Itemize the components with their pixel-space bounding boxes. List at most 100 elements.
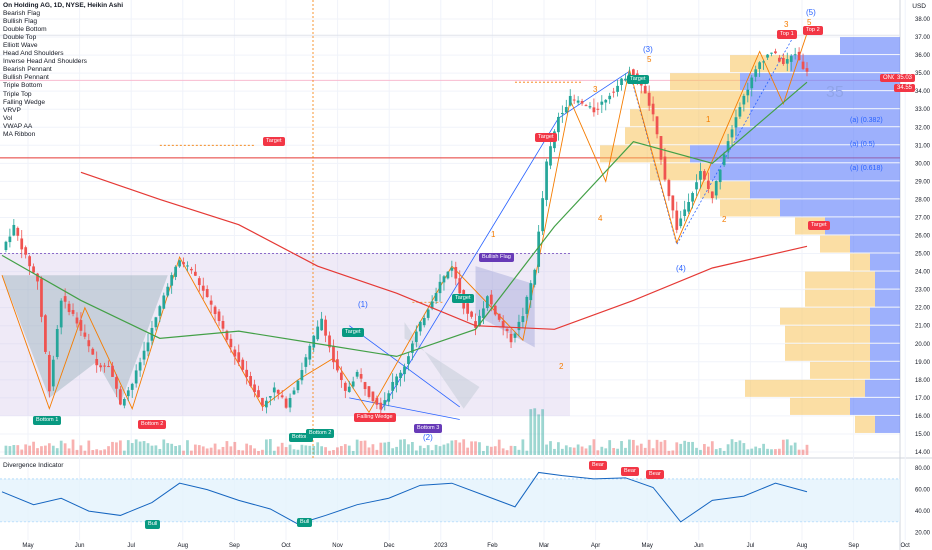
- volume-bar: [651, 448, 655, 455]
- currency-label[interactable]: USD: [912, 3, 926, 10]
- price-axis[interactable]: 14.00 15.00 16.00 17.00 18.00 19.00 20.00 21.00…: [915, 17, 931, 456]
- indicator-item[interactable]: Triple Bottom: [3, 82, 42, 90]
- vp-bar-sell: [825, 217, 900, 235]
- volume-bar: [635, 445, 639, 455]
- time-tick: Jun: [75, 543, 85, 549]
- candle-body: [600, 101, 604, 105]
- candle-body: [209, 300, 213, 305]
- volume-bar: [592, 439, 596, 455]
- indicator-item[interactable]: VWAP AA: [3, 122, 33, 130]
- volume-bar: [55, 448, 59, 455]
- volume-bar: [785, 439, 789, 455]
- vp-bar-sell: [735, 127, 900, 145]
- indicator-item[interactable]: Double Bottom: [3, 26, 47, 34]
- volume-bar: [209, 447, 213, 455]
- volume-bar: [237, 449, 241, 455]
- volume-bar: [387, 441, 391, 455]
- volume-bar: [624, 447, 627, 455]
- candle-body: [111, 365, 114, 377]
- candle-body: [375, 397, 379, 405]
- candle-body: [253, 384, 256, 393]
- target-tag-6: Target: [808, 221, 830, 230]
- candle-body: [793, 54, 797, 56]
- candle-body: [8, 236, 12, 243]
- volume-bar: [107, 446, 110, 455]
- candle-body: [12, 224, 16, 236]
- vp-bar-sell: [875, 415, 900, 433]
- last-price-badge: 35.03: [893, 74, 915, 82]
- divergence-line: [1, 471, 808, 525]
- candle-body: [438, 281, 442, 294]
- indicator-item[interactable]: Falling Wedge: [3, 98, 46, 106]
- indicator-item[interactable]: Bearish Flag: [3, 10, 41, 18]
- candle-body: [785, 59, 789, 64]
- volume-bar: [774, 449, 777, 455]
- volume-bar: [375, 449, 379, 455]
- time-tick: Sep: [848, 543, 859, 549]
- candle-body: [142, 350, 146, 360]
- candle-body: [371, 391, 375, 402]
- volume-bar: [505, 450, 509, 455]
- candle-body: [233, 349, 237, 357]
- volume-bar: [170, 443, 174, 455]
- vp-bar-buy: [625, 127, 735, 145]
- triangle-zone: [2, 275, 168, 404]
- chart-title[interactable]: On Holding AG, 1D, NYSE, Heikin Ashi: [3, 2, 124, 9]
- indicator-item[interactable]: Inverse Head And Shoulders: [3, 58, 87, 66]
- candles: [4, 47, 809, 416]
- candle-body: [706, 180, 710, 189]
- volume-bar: [12, 445, 16, 455]
- indicator-item[interactable]: Vol: [3, 114, 13, 122]
- indicator-legend: On Holding AG, 1D, NYSE, Heikin Ashi Bea…: [3, 2, 123, 139]
- vp-bar-sell: [850, 235, 900, 253]
- candle-body: [584, 105, 588, 107]
- indicator-item[interactable]: Triple Top: [3, 90, 32, 98]
- vp-bar-sell: [780, 199, 900, 217]
- volume-bar: [186, 440, 189, 455]
- candle-body: [446, 271, 450, 279]
- indicator-item[interactable]: Head And Shoulders: [3, 50, 64, 58]
- time-axis[interactable]: May Jun Jul Aug Sep Oct Nov Dec 2023 Feb Mar Apr May…: [22, 543, 910, 549]
- volume-bar: [347, 445, 351, 455]
- indicator-item[interactable]: Bullish Pennant: [3, 74, 49, 82]
- candle-body: [458, 278, 462, 294]
- candle-body: [781, 57, 785, 64]
- volume-bar: [742, 443, 746, 455]
- indicator-item[interactable]: Double Top: [3, 34, 37, 42]
- volume-bar: [411, 441, 414, 455]
- candle-body: [99, 365, 103, 368]
- indicator-item[interactable]: VRVP: [3, 106, 21, 114]
- volume-bar: [706, 446, 710, 455]
- candle-body: [201, 285, 205, 291]
- candle-body: [576, 100, 580, 103]
- candle-body: [387, 393, 391, 402]
- time-tick: Aug: [177, 543, 188, 549]
- candle-body: [339, 372, 343, 381]
- time-tick: Nov: [332, 543, 343, 549]
- candle-body: [805, 68, 809, 72]
- volume-bar: [122, 450, 126, 455]
- candle-body: [276, 389, 280, 394]
- volume-bar: [83, 450, 87, 455]
- candle-body: [241, 359, 245, 370]
- indicator-item[interactable]: MA Ribbon: [3, 130, 36, 138]
- price-tick: 36.00: [915, 53, 931, 59]
- volume-bar: [119, 440, 122, 455]
- volume-bar: [438, 446, 442, 455]
- vp-bar-buy: [855, 415, 875, 433]
- candle-body: [442, 276, 446, 283]
- divergence-title[interactable]: Divergence Indicator: [3, 462, 64, 469]
- volume-bar: [193, 444, 197, 455]
- time-tick: May: [22, 543, 33, 549]
- elliott-line-projected: [629, 33, 796, 246]
- indicator-item[interactable]: Elliott Wave: [3, 42, 38, 50]
- volume-bar: [549, 441, 552, 455]
- bear-tag-2: Bear: [621, 467, 639, 476]
- candle-body: [517, 321, 521, 331]
- indicator-item[interactable]: Bullish Flag: [3, 18, 38, 26]
- volume-bar: [16, 445, 20, 455]
- volume-bar: [620, 441, 623, 455]
- candle-body: [249, 376, 252, 386]
- indicator-item[interactable]: Bearish Pennant: [3, 66, 52, 74]
